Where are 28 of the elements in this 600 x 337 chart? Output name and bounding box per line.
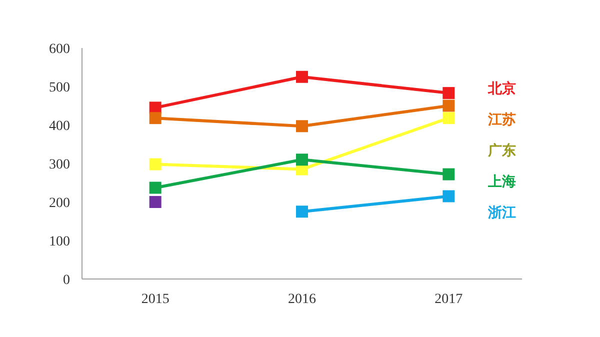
text: 江苏 — [487, 111, 516, 127]
point — [149, 112, 162, 124]
x-tick-label: 2016 — [288, 292, 316, 307]
text: 广东 — [487, 142, 516, 158]
y-tick-label: 400 — [49, 119, 70, 134]
text: 浙江 — [487, 204, 516, 220]
point — [442, 168, 455, 180]
text: 上海 — [487, 173, 516, 189]
y-tick-label: 100 — [49, 234, 70, 250]
point — [149, 182, 162, 194]
y-tick-label: 500 — [49, 80, 70, 96]
point — [296, 206, 308, 218]
x-tick-label: 2017 — [434, 292, 463, 307]
point — [442, 100, 455, 112]
text: 北京 — [487, 80, 516, 96]
point — [442, 87, 455, 100]
point — [442, 112, 455, 124]
point — [149, 196, 162, 208]
y-tick-label: 300 — [49, 158, 70, 172]
point — [296, 70, 308, 83]
x-tick-label: 2015 — [141, 292, 170, 307]
point — [442, 190, 455, 202]
y-tick-label: 200 — [49, 196, 70, 211]
y-tick-label: 0 — [63, 273, 70, 288]
point — [149, 158, 162, 170]
y-tick-label: 600 — [49, 42, 70, 57]
point — [296, 120, 308, 132]
point — [296, 154, 308, 166]
